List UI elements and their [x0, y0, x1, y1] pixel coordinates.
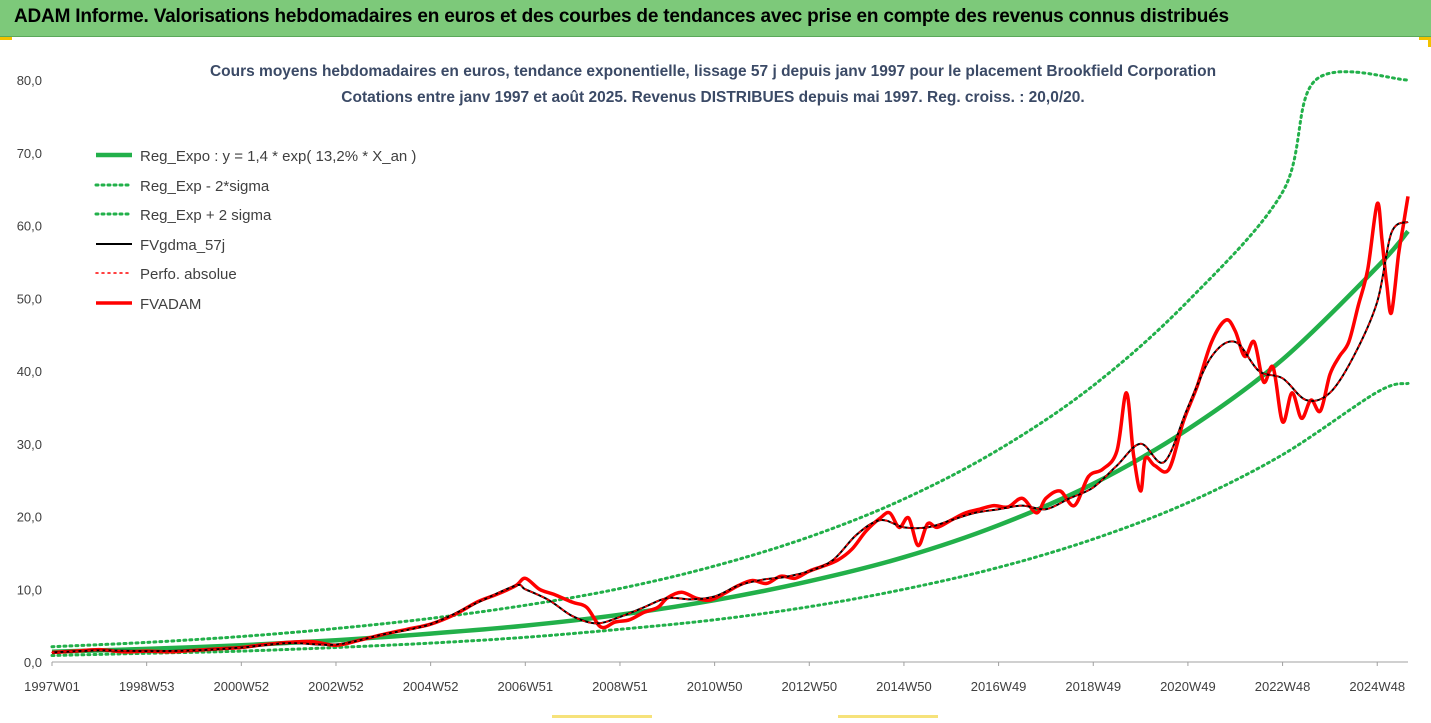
- y-tick-label: 10,0: [17, 582, 42, 597]
- x-tick-label: 2010W50: [687, 679, 743, 694]
- y-tick-label: 40,0: [17, 364, 42, 379]
- x-tick-label: 2022W48: [1255, 679, 1311, 694]
- series-line-2: [50, 70, 1410, 649]
- banner-title: ADAM Informe. Valorisations hebdomadaire…: [14, 6, 1229, 27]
- corner-marker-left: [0, 37, 12, 40]
- legend-label: Reg_Exp + 2 sigma: [140, 207, 272, 224]
- bottom-marker-1: [552, 715, 652, 718]
- x-tick-label: 2004W52: [403, 679, 459, 694]
- y-tick-label: 50,0: [17, 291, 42, 306]
- series-layer: [50, 70, 1410, 657]
- x-tick-label: 2012W50: [781, 679, 837, 694]
- x-tick-label: 2006W51: [497, 679, 553, 694]
- legend-label: Reg_Exp - 2*sigma: [140, 178, 270, 195]
- y-tick-label: 70,0: [17, 146, 42, 161]
- y-tick-label: 60,0: [17, 219, 42, 234]
- corner-marker-right-side: [1428, 37, 1431, 47]
- legend-label: Perfo. absolue: [140, 266, 237, 283]
- x-tick-label: 2014W50: [876, 679, 932, 694]
- chart-subtitle: Cotations entre janv 1997 et août 2025. …: [341, 89, 1084, 106]
- x-tick-label: 2020W49: [1160, 679, 1216, 694]
- legend-label: FVADAM: [140, 296, 201, 313]
- chart-svg: Cours moyens hebdomadaires en euros, ten…: [17, 63, 1410, 694]
- x-tick-label: 2002W52: [308, 679, 364, 694]
- x-tick-label: 2008W51: [592, 679, 648, 694]
- x-tick-label: 2018W49: [1065, 679, 1121, 694]
- legend-label: FVgdma_57j: [140, 237, 225, 254]
- series-line-4: [51, 221, 1409, 654]
- y-tick-label: 0,0: [24, 655, 42, 670]
- y-tick-label: 20,0: [17, 510, 42, 525]
- x-tick-label: 1997W01: [24, 679, 80, 694]
- bottom-marker-2: [838, 715, 938, 718]
- x-tick-label: 1998W53: [119, 679, 175, 694]
- series-line-5: [51, 196, 1410, 655]
- y-axis-ticks: 0,0 10,0 20,0 30,0 40,0 50,0 60,0 70,0 80,0: [17, 73, 42, 670]
- chart-title: Cours moyens hebdomadaires en euros, ten…: [210, 63, 1216, 80]
- y-tick-label: 80,0: [17, 73, 42, 88]
- header-banner: ADAM Informe. Valorisations hebdomadaire…: [0, 0, 1431, 37]
- x-tick-label: 2016W49: [971, 679, 1027, 694]
- legend: Reg_Expo : y = 1,4 * exp( 13,2% * X_an )…: [94, 148, 416, 313]
- series-line-1: [50, 381, 1410, 657]
- corner-marker-right: [1419, 37, 1431, 40]
- chart-area: Cours moyens hebdomadaires en euros, ten…: [0, 38, 1431, 718]
- y-tick-label: 30,0: [17, 437, 42, 452]
- series-line-3: [51, 220, 1409, 654]
- x-axis-ticks: 1997W01 1998W53 2000W52 2002W52 2004W52 2006W…: [24, 662, 1405, 694]
- legend-label: Reg_Expo : y = 1,4 * exp( 13,2% * X_an ): [140, 148, 416, 165]
- x-tick-label: 2024W48: [1349, 679, 1405, 694]
- x-tick-label: 2000W52: [213, 679, 269, 694]
